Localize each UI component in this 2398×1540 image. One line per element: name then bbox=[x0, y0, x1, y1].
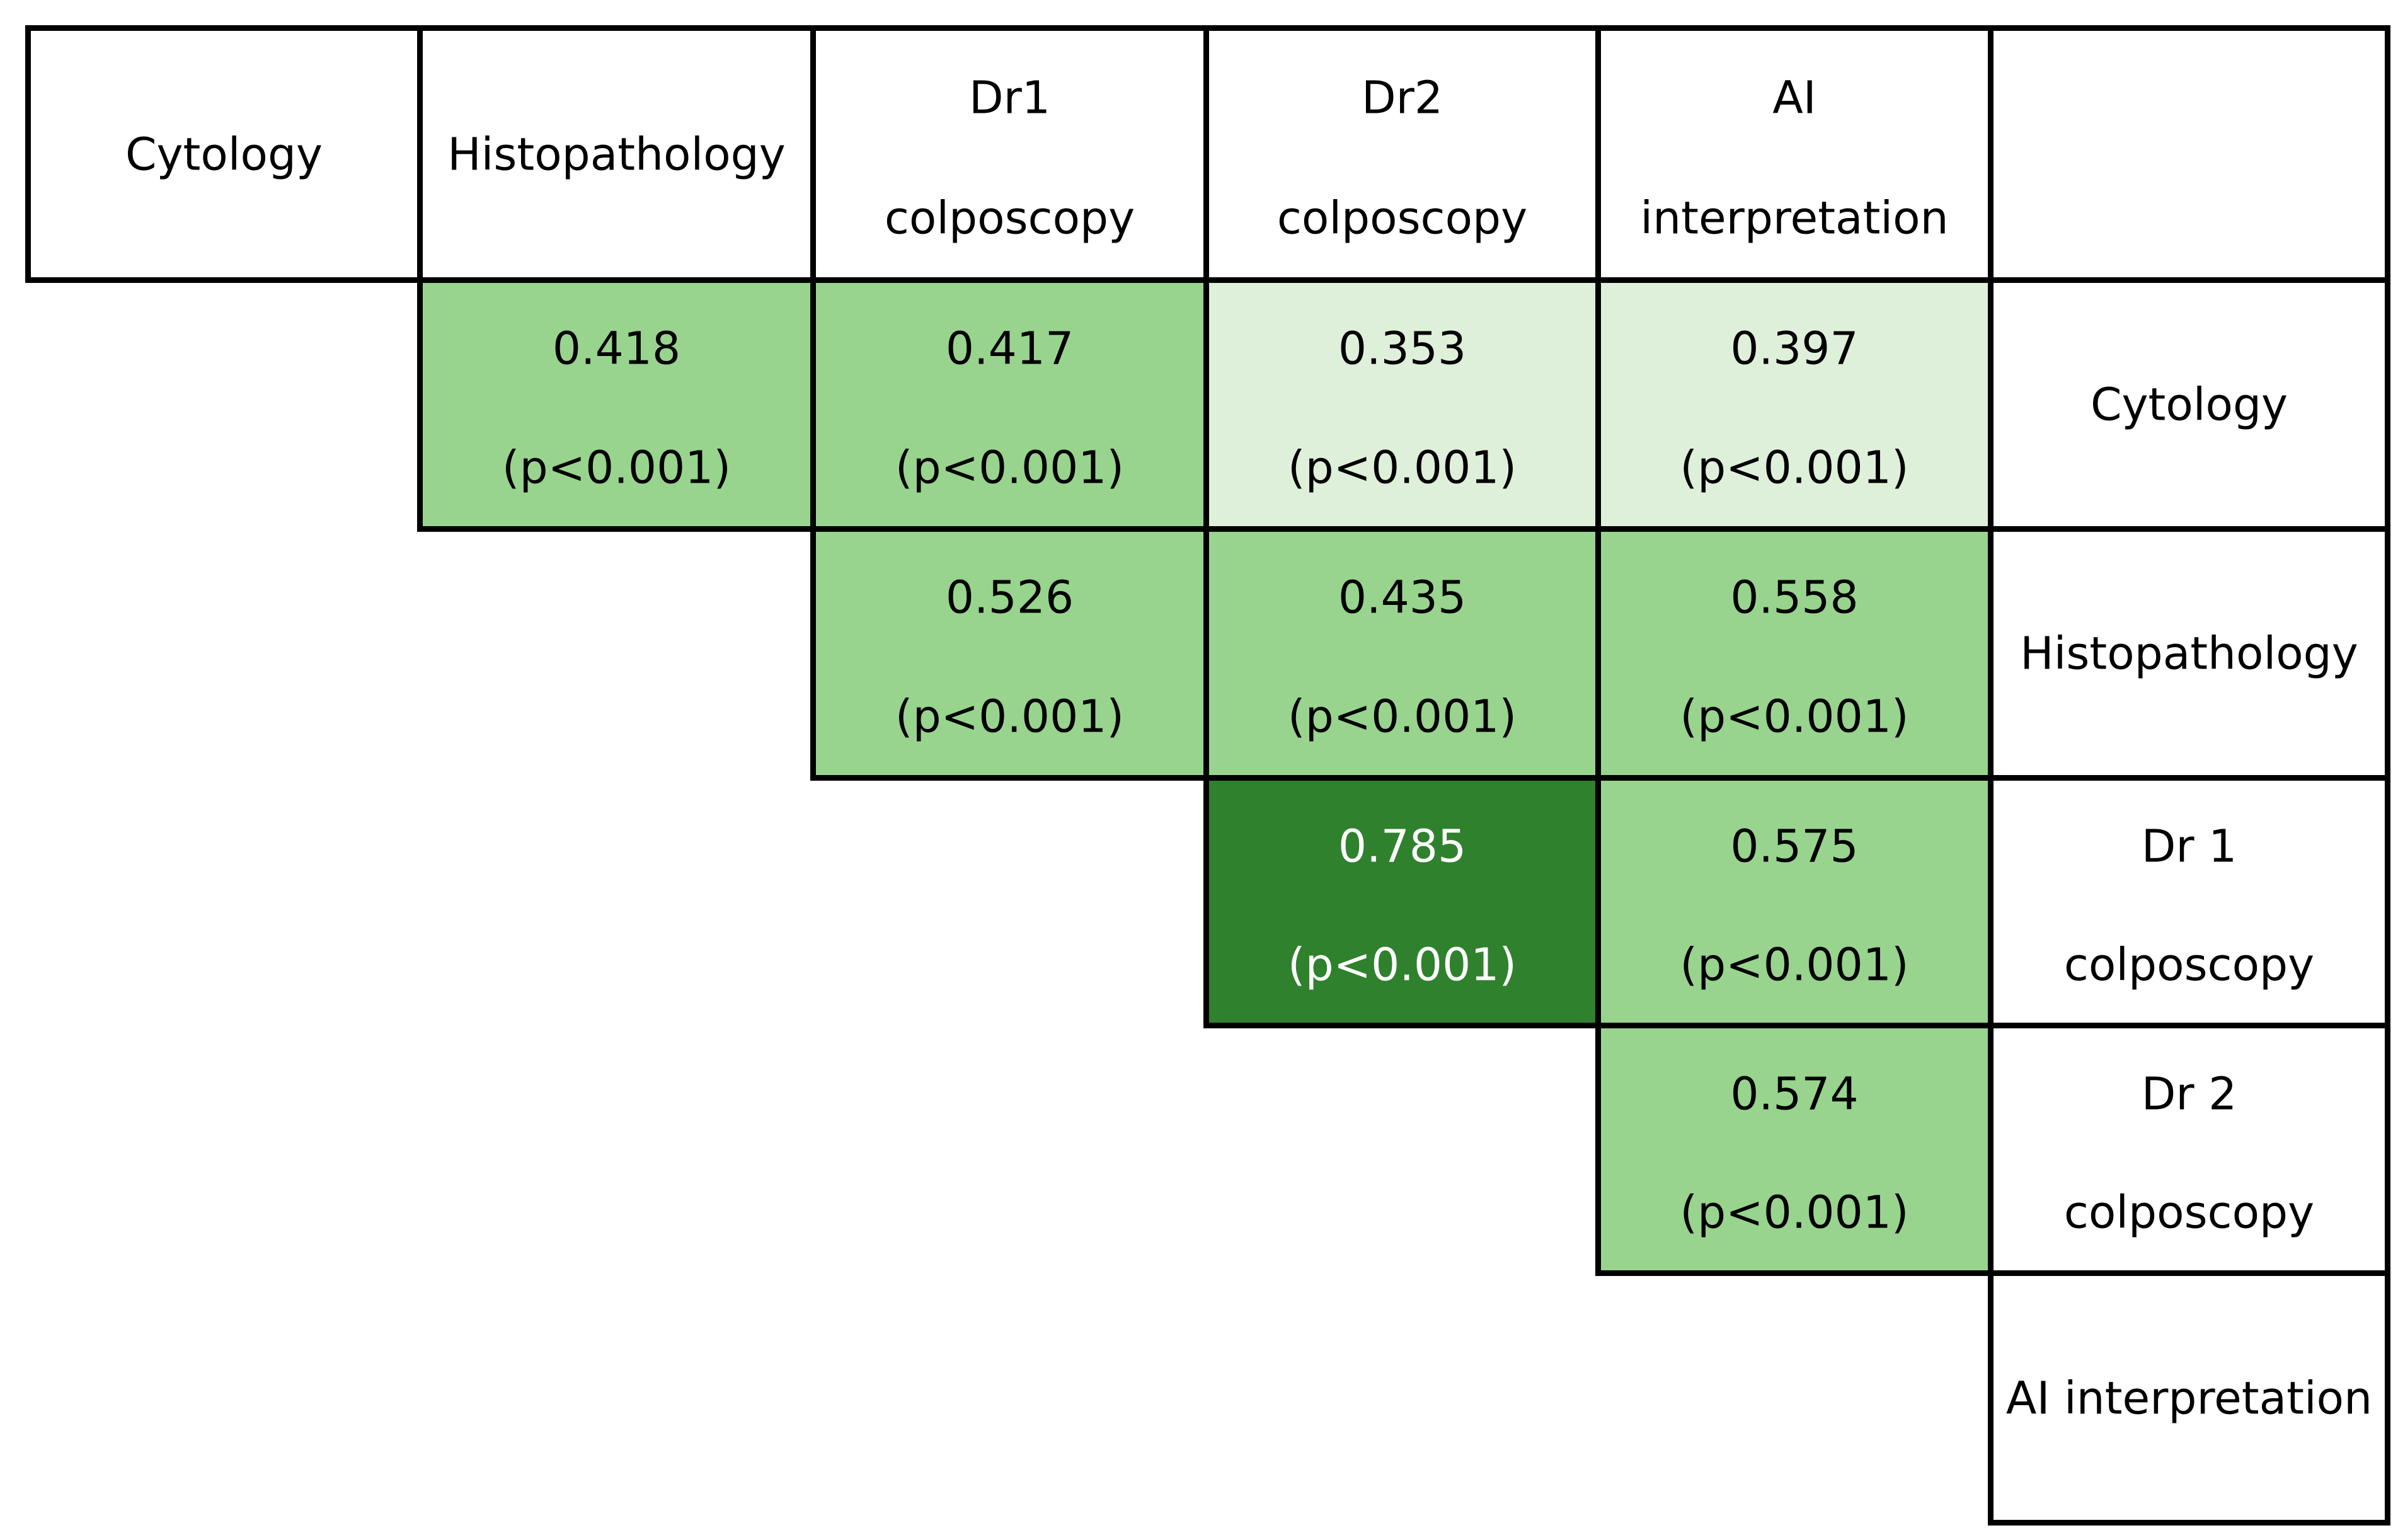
column-header-label: Cytology bbox=[125, 128, 323, 180]
column-header-label-line2: interpretation bbox=[1640, 192, 1949, 244]
heatmap-cell: 0.574 (p<0.001) bbox=[1595, 1023, 1994, 1276]
heatmap-cell: 0.435 (p<0.001) bbox=[1203, 526, 1601, 781]
heatmap-cell: 0.418 (p<0.001) bbox=[417, 277, 816, 532]
row-header-label-line1: Dr 2 bbox=[2141, 1067, 2237, 1120]
column-header-dr2-colposcopy: Dr2 colposcopy bbox=[1203, 25, 1601, 283]
correlation-value-label: 0.785 bbox=[1338, 820, 1467, 873]
heatmap-cell: 0.397 (p<0.001) bbox=[1595, 277, 1994, 532]
row-header-ai-interpretation: AI interpretation bbox=[1988, 1270, 2390, 1526]
row-header-dr-1-colposcopy: Dr 1 colposcopy bbox=[1988, 775, 2390, 1028]
column-header-blank bbox=[1988, 25, 2390, 283]
heatmap-cell: 0.558 (p<0.001) bbox=[1595, 526, 1994, 781]
column-header-ai-interpretation: AI interpretation bbox=[1595, 25, 1994, 283]
p-value-label: (p<0.001) bbox=[502, 441, 731, 494]
p-value-label: (p<0.001) bbox=[895, 441, 1125, 494]
correlation-value-label: 0.397 bbox=[1730, 322, 1859, 375]
correlation-value-label: 0.558 bbox=[1730, 571, 1859, 624]
column-header-dr1-colposcopy: Dr1 colposcopy bbox=[810, 25, 1209, 283]
column-header-histopathology: Histopathology bbox=[417, 25, 816, 283]
correlation-value-label: 0.575 bbox=[1730, 820, 1859, 873]
p-value-label: (p<0.001) bbox=[1287, 938, 1517, 991]
correlation-value-label: 0.526 bbox=[945, 571, 1074, 624]
p-value-label: (p<0.001) bbox=[1680, 1186, 1909, 1239]
heatmap-cell: 0.575 (p<0.001) bbox=[1595, 775, 1994, 1028]
row-header-label: Histopathology bbox=[2020, 627, 2358, 680]
row-header-label: Cytology bbox=[2090, 378, 2288, 431]
row-header-label: AI interpretation bbox=[2005, 1372, 2373, 1424]
row-header-label-line1: Dr 1 bbox=[2141, 820, 2237, 873]
p-value-label: (p<0.001) bbox=[1680, 441, 1909, 494]
correlation-value-label: 0.417 bbox=[945, 322, 1074, 375]
column-header-label-line1: Dr1 bbox=[968, 71, 1051, 124]
correlation-value-label: 0.435 bbox=[1338, 571, 1467, 624]
row-header-cytology: Cytology bbox=[1988, 277, 2390, 532]
p-value-label: (p<0.001) bbox=[1287, 441, 1517, 494]
column-header-label-line1: AI bbox=[1772, 71, 1816, 124]
row-header-dr-2-colposcopy: Dr 2 colposcopy bbox=[1988, 1023, 2390, 1276]
p-value-label: (p<0.001) bbox=[1680, 938, 1909, 991]
p-value-label: (p<0.001) bbox=[1680, 690, 1909, 743]
row-header-label-line2: colposcopy bbox=[2063, 938, 2315, 991]
column-header-label: Histopathology bbox=[447, 128, 786, 180]
row-header-histopathology: Histopathology bbox=[1988, 526, 2390, 781]
row-header-label-line2: colposcopy bbox=[2063, 1186, 2315, 1239]
heatmap-cell: 0.353 (p<0.001) bbox=[1203, 277, 1601, 532]
p-value-label: (p<0.001) bbox=[895, 690, 1125, 743]
column-header-label-line2: colposcopy bbox=[1276, 192, 1528, 244]
correlation-value-label: 0.574 bbox=[1730, 1067, 1859, 1120]
heatmap-cell: 0.526 (p<0.001) bbox=[810, 526, 1209, 781]
column-header-label-line2: colposcopy bbox=[884, 192, 1135, 244]
column-header-label-line1: Dr2 bbox=[1361, 71, 1443, 124]
p-value-label: (p<0.001) bbox=[1287, 690, 1517, 743]
heatmap-cell: 0.785 (p<0.001) bbox=[1203, 775, 1601, 1028]
heatmap-cell: 0.417 (p<0.001) bbox=[810, 277, 1209, 532]
correlation-value-label: 0.418 bbox=[552, 322, 681, 375]
column-header-cytology: Cytology bbox=[25, 25, 423, 283]
correlation-value-label: 0.353 bbox=[1338, 322, 1467, 375]
